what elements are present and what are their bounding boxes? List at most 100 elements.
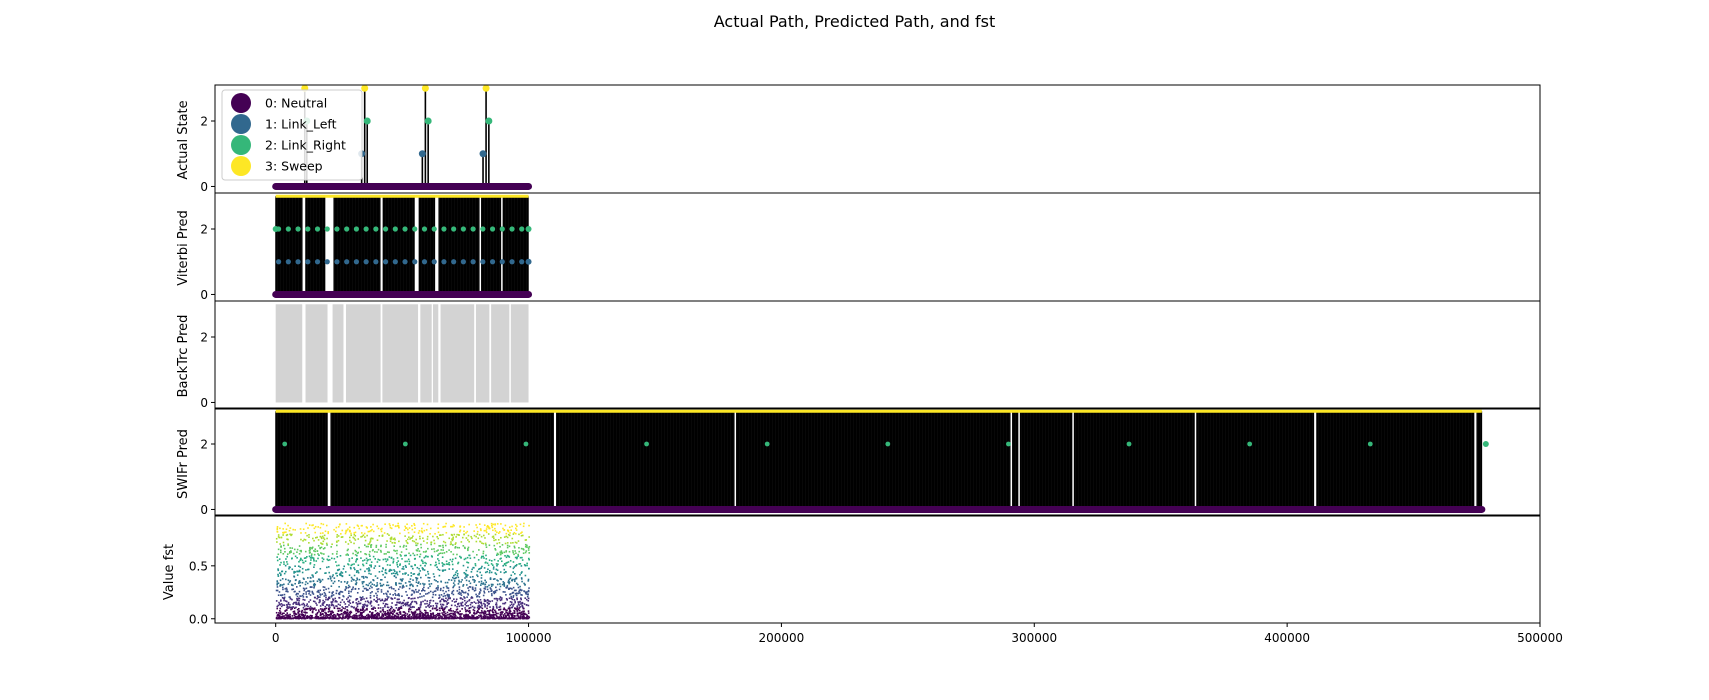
fst-point-2487 (443, 611, 446, 613)
fst-point-2500 (487, 525, 490, 528)
fst-point-1169 (291, 557, 293, 560)
fst-point-1116 (324, 593, 327, 595)
pred-point-link-left-0 (276, 259, 282, 265)
fst-point-2056 (445, 614, 447, 617)
fst-point-1611 (497, 532, 500, 534)
fst-point-1271 (426, 542, 428, 544)
fst-point-2239 (398, 582, 400, 585)
fst-point-523 (278, 558, 281, 560)
fst-point-716 (304, 550, 307, 553)
pred-point-link-right-4 (402, 441, 408, 447)
fst-point-1282 (362, 581, 365, 583)
fst-point-711 (452, 593, 455, 596)
fst-point-564 (454, 613, 457, 615)
fst-point-1489 (384, 568, 387, 571)
fst-point-346 (386, 540, 388, 542)
fst-point-2380 (402, 546, 405, 548)
fst-point-1609 (500, 615, 502, 618)
fst-point-450 (450, 550, 452, 553)
fst-point-908 (468, 586, 471, 588)
fst-point-81 (326, 617, 329, 619)
fst-point-895 (284, 614, 287, 616)
fst-point-794 (409, 554, 412, 557)
fst-point-2339 (434, 564, 436, 567)
fst-point-1897 (525, 592, 527, 595)
fst-point-708 (518, 550, 521, 553)
fst-point-1397 (382, 583, 385, 586)
fst-point-1538 (349, 566, 352, 569)
fst-point-316 (396, 573, 399, 576)
fst-point-2206 (509, 532, 511, 534)
fst-point-1098 (494, 572, 497, 574)
fst-point-1968 (301, 617, 303, 620)
fst-point-1719 (502, 591, 505, 593)
fst-point-525 (515, 582, 518, 585)
fst-point-1388 (337, 603, 340, 606)
fst-point-2086 (384, 604, 386, 607)
fst-point-1552 (427, 555, 429, 558)
fst-point-2385 (377, 588, 380, 590)
fst-point-1626 (421, 531, 424, 534)
fst-point-1860 (459, 593, 461, 595)
pred-point-link-left-21 (480, 259, 486, 265)
fst-point-1789 (292, 603, 295, 605)
fst-point-912 (465, 579, 468, 582)
fst-point-150 (277, 569, 280, 572)
fst-point-1475 (385, 612, 387, 615)
fst-point-2124 (418, 550, 421, 552)
fst-point-495 (319, 567, 322, 570)
fst-point-1139 (524, 591, 527, 594)
fst-point-2247 (459, 615, 462, 618)
fst-point-1882 (499, 596, 502, 599)
fst-point-1876 (337, 592, 340, 595)
fst-point-2286 (412, 585, 414, 588)
pred-point-link-right-25 (519, 226, 525, 232)
fst-point-1447 (331, 601, 334, 603)
fst-point-2446 (278, 536, 281, 539)
fst-point-1507 (517, 608, 520, 611)
fst-point-1607 (430, 605, 432, 607)
fst-point-1627 (474, 589, 477, 591)
fst-point-1415 (374, 575, 377, 577)
fst-point-700 (524, 564, 527, 567)
fst-point-1766 (520, 598, 523, 601)
fst-point-2038 (489, 587, 492, 589)
fst-point-2164 (312, 600, 315, 603)
fst-point-405 (415, 542, 417, 544)
fst-point-2447 (402, 604, 405, 607)
panel-backtrc: 02 BackTrc Pred (176, 300, 1541, 410)
fst-point-2221 (451, 600, 454, 602)
fst-point-1908 (440, 607, 443, 609)
ylabel-backtrc: BackTrc Pred (176, 315, 191, 398)
fst-point-702 (405, 527, 407, 529)
fst-point-1307 (451, 563, 454, 566)
fst-point-1976 (450, 612, 452, 615)
fst-point-1283 (277, 548, 280, 551)
fst-point-431 (520, 572, 523, 574)
fst-point-1185 (353, 537, 356, 540)
fst-point-408 (284, 564, 287, 567)
fst-point-1481 (386, 595, 388, 597)
fst-point-295 (501, 583, 504, 586)
fst-point-1264 (379, 617, 382, 620)
fst-point-302 (312, 593, 315, 595)
fst-point-2233 (389, 593, 391, 595)
fst-point-1363 (302, 602, 305, 605)
fst-point-1322 (383, 593, 385, 595)
fst-point-1966 (513, 566, 516, 568)
fst-point-678 (456, 570, 458, 572)
fst-point-757 (499, 578, 502, 580)
fst-point-1939 (348, 613, 351, 616)
fst-point-1186 (527, 615, 530, 618)
fst-point-2087 (360, 536, 362, 538)
fst-point-980 (390, 572, 393, 575)
fst-point-2125 (524, 574, 527, 577)
fst-point-1802 (385, 584, 388, 587)
fst-point-1493 (407, 604, 409, 607)
fst-point-1438 (284, 570, 287, 573)
fst-point-828 (481, 542, 483, 544)
fst-point-529 (392, 558, 395, 560)
fst-point-2014 (302, 616, 304, 619)
fst-point-2238 (315, 615, 317, 618)
fst-point-656 (308, 536, 310, 538)
